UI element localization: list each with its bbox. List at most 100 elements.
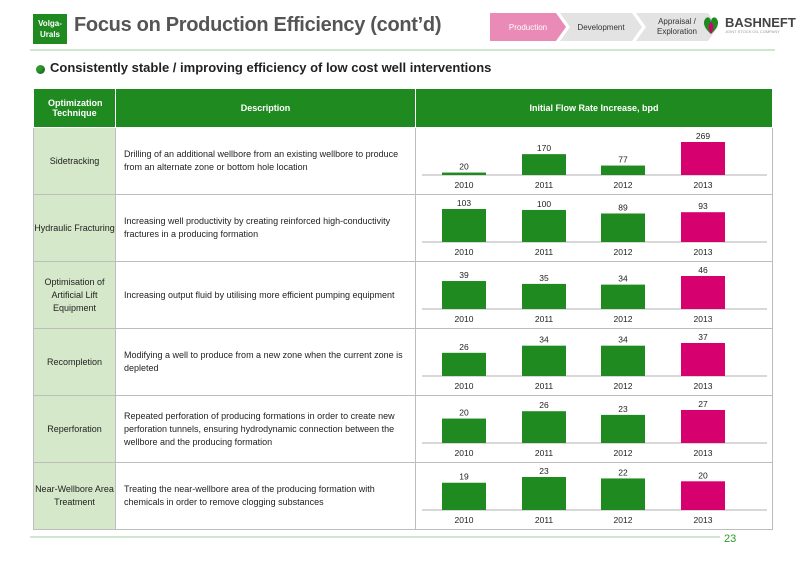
bar-2010	[442, 482, 486, 510]
region-badge: Volga- Urals	[33, 14, 67, 44]
flow-rate-bar-chart: 103 2010 100 2011 89 2012 93 2013	[422, 198, 767, 257]
technique-cell: Near-Wellbore Area Treatment	[33, 462, 116, 530]
year-tick-2010: 2010	[455, 448, 474, 458]
bar-2011	[522, 283, 566, 309]
data-label-2010: 19	[459, 472, 469, 482]
year-tick-2011: 2011	[535, 247, 554, 257]
year-tick-2011: 2011	[535, 515, 554, 525]
year-tick-2013: 2013	[694, 381, 713, 391]
technique-cell: Recompletion	[33, 328, 116, 396]
bar-2010	[442, 418, 486, 443]
region-badge-text: Volga- Urals	[38, 19, 62, 39]
bar-2010	[442, 172, 486, 175]
year-tick-2011: 2011	[535, 180, 554, 190]
data-label-2013: 269	[696, 131, 710, 141]
logo-mark-icon	[703, 17, 719, 34]
bar-2010	[442, 209, 486, 242]
header-flow-rate: Initial Flow Rate Increase, bpd	[415, 88, 773, 128]
header-description: Description	[115, 88, 416, 128]
flow-rate-chart-cell: 39 2010 35 2011 34 2012 46 2013	[415, 261, 773, 329]
technique-cell: Sidetracking	[33, 127, 116, 195]
flow-rate-chart-cell: 19 2010 23 2011 22 2012 20 2013	[415, 462, 773, 530]
nav-development[interactable]: Development	[560, 13, 642, 41]
year-tick-2011: 2011	[535, 448, 554, 458]
year-tick-2013: 2013	[694, 314, 713, 324]
description-cell: Modifying a well to produce from a new z…	[115, 328, 416, 396]
flow-rate-chart-cell: 26 2010 34 2011 34 2012 37 2013	[415, 328, 773, 396]
year-tick-2010: 2010	[455, 515, 474, 525]
bar-2013	[681, 343, 725, 376]
page-number: 23	[724, 533, 737, 545]
bar-2013	[681, 276, 725, 309]
bar-2011	[522, 411, 566, 443]
logo-name: BASHNEFT	[725, 15, 796, 30]
technique-cell: Optimisation of Artificial Lift Equipmen…	[33, 261, 116, 329]
year-tick-2013: 2013	[694, 448, 713, 458]
year-tick-2013: 2013	[694, 515, 713, 525]
subtitle: Consistently stable / improving efficien…	[50, 60, 492, 75]
data-label-2013: 46	[698, 265, 708, 275]
data-label-2010: 26	[459, 342, 469, 352]
data-label-2010: 20	[459, 408, 469, 418]
data-label-2010: 39	[459, 270, 469, 280]
year-tick-2012: 2012	[614, 180, 633, 190]
description-cell: Treating the near-wellbore area of the p…	[115, 462, 416, 530]
flow-rate-chart-cell: 20 2010 170 2011 77 2012 269 2013	[415, 127, 773, 195]
flow-rate-bar-chart: 20 2010 26 2011 23 2012 27 2013	[422, 399, 767, 458]
bar-2013	[681, 481, 725, 510]
header-technique: Optimization Technique	[33, 88, 116, 128]
data-label-2011: 35	[539, 273, 549, 283]
logo-subtext: JOINT STOCK OIL COMPANY	[725, 29, 780, 34]
bar-2010	[442, 281, 486, 309]
table-row: Optimisation of Artificial Lift Equipmen…	[33, 261, 773, 329]
year-tick-2010: 2010	[455, 247, 474, 257]
year-tick-2012: 2012	[614, 448, 633, 458]
year-tick-2012: 2012	[614, 381, 633, 391]
nav-production-label: Production	[508, 22, 548, 32]
year-tick-2012: 2012	[614, 515, 633, 525]
section-nav: Production Development Appraisal / Explo…	[490, 13, 718, 41]
flow-rate-bar-chart: 26 2010 34 2011 34 2012 37 2013	[422, 332, 767, 391]
footer-divider	[30, 536, 720, 538]
nav-production[interactable]: Production	[490, 13, 566, 41]
nav-appraisal-exploration[interactable]: Appraisal / Exploration	[636, 13, 718, 41]
flow-rate-chart-cell: 103 2010 100 2011 89 2012 93 2013	[415, 194, 773, 262]
table-row: Recompletion Modifying a well to produce …	[33, 328, 773, 396]
bar-2011	[522, 209, 566, 242]
year-tick-2012: 2012	[614, 247, 633, 257]
data-label-2012: 34	[618, 335, 628, 345]
data-label-2011: 100	[537, 199, 551, 209]
nav-development-label: Development	[577, 22, 625, 32]
bar-2013	[681, 410, 725, 443]
description-cell: Increasing output fluid by utilising mor…	[115, 261, 416, 329]
year-tick-2011: 2011	[535, 314, 554, 324]
year-tick-2010: 2010	[455, 180, 474, 190]
data-label-2010: 20	[459, 162, 469, 172]
data-label-2013: 20	[698, 470, 708, 480]
data-label-2012: 23	[618, 404, 628, 414]
bar-2013	[681, 212, 725, 242]
nav-appraisal-label: Appraisal / Exploration	[656, 17, 698, 36]
table-row: Hydraulic Fracturing Increasing well prod…	[33, 194, 773, 262]
data-label-2011: 23	[539, 466, 549, 476]
table-row: Sidetracking Drilling of an additional we…	[33, 127, 773, 195]
data-label-2012: 22	[618, 467, 628, 477]
table-header-row: Optimization Technique Description Initi…	[33, 88, 773, 128]
data-label-2013: 93	[698, 201, 708, 211]
data-label-2011: 34	[539, 335, 549, 345]
technique-cell: Hydraulic Fracturing	[33, 194, 116, 262]
data-label-2012: 77	[618, 155, 628, 165]
bar-2012	[601, 284, 645, 309]
data-label-2013: 37	[698, 332, 708, 342]
technique-cell: Reperforation	[33, 395, 116, 463]
bar-2012	[601, 165, 645, 175]
data-label-2010: 103	[457, 198, 471, 208]
flow-rate-bar-chart: 20 2010 170 2011 77 2012 269 2013	[422, 131, 767, 190]
flow-rate-bar-chart: 19 2010 23 2011 22 2012 20 2013	[422, 466, 767, 525]
year-tick-2013: 2013	[694, 247, 713, 257]
bullet-icon	[36, 65, 45, 74]
header-divider	[30, 49, 775, 51]
bar-2013	[681, 142, 725, 175]
bar-2012	[601, 478, 645, 510]
table-row: Reperforation Repeated perforation of pro…	[33, 395, 773, 463]
